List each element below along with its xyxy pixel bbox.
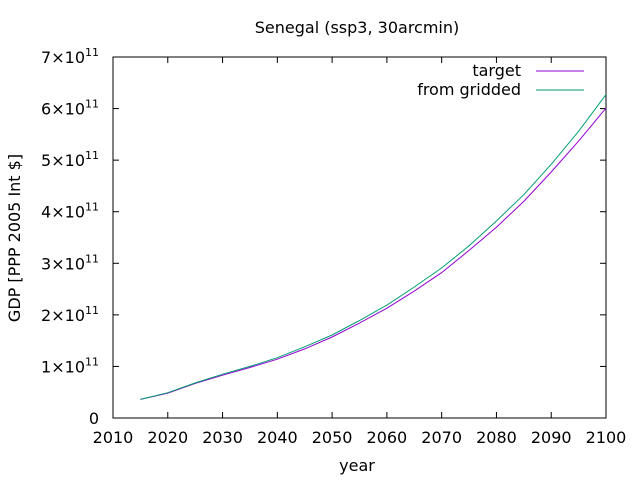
y-tick-label: 6×1011: [41, 98, 99, 119]
y-tick-label: 3×1011: [41, 252, 99, 273]
y-tick-mantissa: 7×10: [41, 48, 85, 67]
y-tick-exponent: 11: [85, 304, 99, 317]
x-tick-label: 2060: [367, 428, 408, 447]
y-tick-label: 2×1011: [41, 304, 99, 325]
plot-frame: [112, 56, 607, 419]
x-tick-label: 2090: [531, 428, 572, 447]
legend-label: from gridded: [417, 80, 521, 99]
series-line-2: [140, 94, 607, 400]
y-tick-mantissa: 6×10: [41, 100, 85, 119]
y-tick-exponent: 11: [85, 46, 99, 59]
y-tick-mantissa: 3×10: [41, 254, 85, 273]
x-tick-label: 2050: [312, 428, 353, 447]
y-tick-label: 7×1011: [41, 46, 99, 67]
y-tick-mantissa: 1×10: [41, 357, 85, 376]
series-line-1: [140, 107, 607, 400]
y-tick-exponent: 11: [85, 201, 99, 214]
y-tick-exponent: 11: [85, 98, 99, 111]
y-tick-mantissa: 2×10: [41, 306, 85, 325]
x-tick-label: 2040: [257, 428, 298, 447]
y-axis-label: GDP [PPP 2005 Int $]: [5, 154, 24, 322]
chart-title: Senegal (ssp3, 30arcmin): [255, 18, 460, 37]
x-tick-label: 2100: [586, 428, 627, 447]
y-tick-label: 1×1011: [41, 355, 99, 376]
legend-label: target: [472, 61, 521, 80]
x-axis-label: year: [339, 456, 375, 475]
x-tick-label: 2010: [93, 428, 134, 447]
x-tick-label: 2020: [147, 428, 188, 447]
y-tick-exponent: 11: [85, 149, 99, 162]
axis-ticks: 2010 2020 2030 2040 2050 2060 2070 2080 2090 2100…: [41, 46, 626, 447]
series-lines: [140, 94, 607, 400]
x-tick-label: 2080: [476, 428, 517, 447]
y-tick-label: 0: [89, 409, 99, 428]
y-tick-mantissa: 0: [89, 409, 99, 428]
y-tick-exponent: 11: [85, 355, 99, 368]
y-tick-mantissa: 5×10: [41, 151, 85, 170]
x-tick-label: 2030: [202, 428, 243, 447]
y-tick-label: 4×1011: [41, 201, 99, 222]
y-tick-exponent: 11: [85, 252, 99, 265]
y-tick-label: 5×1011: [41, 149, 99, 170]
y-tick-mantissa: 4×10: [41, 203, 85, 222]
x-tick-label: 2070: [421, 428, 462, 447]
